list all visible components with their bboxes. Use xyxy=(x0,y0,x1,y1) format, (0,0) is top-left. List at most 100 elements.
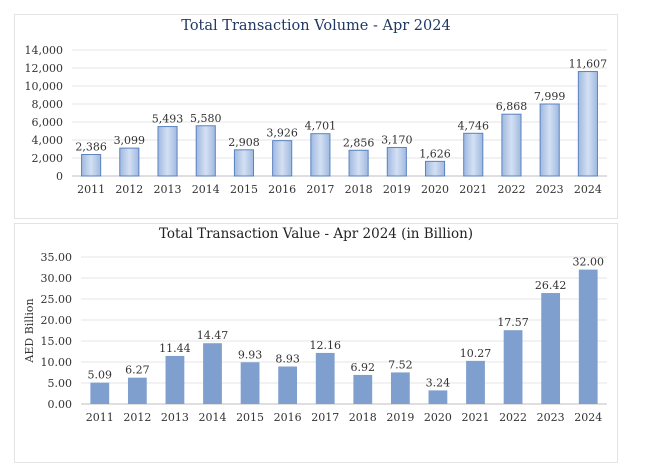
x-tick-label: 2013 xyxy=(161,411,189,424)
x-tick-label: 2014 xyxy=(192,183,220,196)
x-tick-label: 2023 xyxy=(537,411,565,424)
bar xyxy=(127,377,147,404)
data-label: 5.09 xyxy=(88,369,113,382)
x-tick-label: 2015 xyxy=(236,411,264,424)
transaction-volume-chart: Total Transaction Volume - Apr 2024 0 2,0… xyxy=(14,14,618,219)
y-tick-label: 6,000 xyxy=(32,116,64,129)
data-label: 4,746 xyxy=(458,119,490,132)
y-tick-label: 5.00 xyxy=(48,377,73,390)
bar xyxy=(203,343,222,404)
bar xyxy=(428,390,448,404)
data-label: 6.27 xyxy=(125,364,150,377)
data-label: 7,999 xyxy=(534,90,566,103)
x-tick-label: 2014 xyxy=(199,411,227,424)
data-label: 3,170 xyxy=(381,133,413,146)
data-label: 2,386 xyxy=(75,141,107,154)
data-label: 3,926 xyxy=(266,127,298,140)
y-tick-label: 2,000 xyxy=(32,152,64,165)
bar xyxy=(348,149,369,177)
y-axis-label: AED Billion xyxy=(23,298,36,363)
data-label: 5,493 xyxy=(152,113,184,126)
y-tick-label: 14,000 xyxy=(25,44,64,57)
bar xyxy=(577,71,598,177)
bar xyxy=(165,355,185,404)
transaction-value-chart: Total Transaction Value - Apr 2024 (in B… xyxy=(14,223,618,463)
bar xyxy=(463,132,484,177)
bar xyxy=(310,133,331,177)
x-tick-label: 2019 xyxy=(386,411,414,424)
data-label: 7.52 xyxy=(388,358,413,371)
bar xyxy=(539,103,560,177)
bar xyxy=(315,352,335,404)
bar xyxy=(157,126,178,177)
bar xyxy=(195,125,216,177)
data-label: 2,908 xyxy=(228,136,260,149)
data-label: 2,856 xyxy=(343,136,375,149)
y-tick-label: 4,000 xyxy=(32,134,64,147)
data-label: 6,868 xyxy=(496,100,528,113)
x-tick-label: 2023 xyxy=(536,183,564,196)
data-label: 3,099 xyxy=(114,134,146,147)
data-label: 12.16 xyxy=(309,339,341,352)
chart-title: Total Transaction Value - Apr 2024 (in B… xyxy=(158,226,474,242)
x-tick-label: 2017 xyxy=(306,183,334,196)
bar xyxy=(240,362,260,404)
y-tick-label: 12,000 xyxy=(25,62,64,75)
data-label: 11.44 xyxy=(159,342,191,355)
y-tick-label: 20.00 xyxy=(41,314,73,327)
bar xyxy=(390,372,410,404)
x-tick-label: 2016 xyxy=(274,411,302,424)
x-tick-label: 2016 xyxy=(268,183,296,196)
x-tick-label: 2019 xyxy=(383,183,411,196)
x-tick-label: 2024 xyxy=(574,411,602,424)
bar xyxy=(278,366,298,404)
x-tick-label: 2017 xyxy=(311,411,339,424)
bar xyxy=(353,374,373,404)
bar xyxy=(386,146,407,177)
data-label: 32.00 xyxy=(572,256,604,269)
y-tick-label: 0.00 xyxy=(48,398,73,411)
x-tick-label: 2012 xyxy=(115,183,143,196)
data-label: 6.92 xyxy=(351,361,376,374)
x-tick-label: 2012 xyxy=(123,411,151,424)
volume-chart-plot: 0 2,000 4,000 6,000 8,000 10,000 12,000 14,000 2… xyxy=(25,44,608,196)
y-tick-label: 30.00 xyxy=(41,272,73,285)
x-tick-label: 2018 xyxy=(345,183,373,196)
bar xyxy=(233,149,255,177)
bar xyxy=(503,330,523,404)
data-label: 14.47 xyxy=(197,329,229,342)
bar xyxy=(541,293,561,404)
x-tick-label: 2011 xyxy=(86,411,114,424)
y-tick-label: 15.00 xyxy=(41,335,73,348)
data-label: 26.42 xyxy=(535,279,567,292)
x-tick-label: 2015 xyxy=(230,183,258,196)
y-tick-label: 10.00 xyxy=(41,356,73,369)
bar xyxy=(272,140,293,177)
y-tick-label: 10,000 xyxy=(25,80,64,93)
x-tick-label: 2021 xyxy=(462,411,490,424)
data-label: 11,607 xyxy=(569,58,608,71)
x-tick-label: 2020 xyxy=(424,411,452,424)
data-label: 3.24 xyxy=(426,376,451,389)
data-label: 10.27 xyxy=(460,347,492,360)
data-label: 5,580 xyxy=(190,112,222,125)
x-tick-label: 2024 xyxy=(574,183,602,196)
bar xyxy=(81,154,102,177)
y-tick-label: 8,000 xyxy=(32,98,64,111)
bar xyxy=(424,160,446,177)
bar xyxy=(578,269,598,404)
x-tick-label: 2021 xyxy=(459,183,487,196)
bar xyxy=(90,382,110,404)
data-label: 1,626 xyxy=(419,147,451,160)
value-chart-plot: 0.00 5.00 10.00 15.00 20.00 25.00 30.00 35.00 5.… xyxy=(23,251,607,424)
y-tick-label: 25.00 xyxy=(41,293,73,306)
x-tick-label: 2020 xyxy=(421,183,449,196)
x-tick-label: 2022 xyxy=(499,411,527,424)
data-label: 9.93 xyxy=(238,348,263,361)
x-tick-label: 2013 xyxy=(154,183,182,196)
data-label: 17.57 xyxy=(497,316,529,329)
chart-title: Total Transaction Volume - Apr 2024 xyxy=(181,18,451,34)
y-tick-label: 35.00 xyxy=(41,251,73,264)
y-tick-label: 0 xyxy=(56,170,63,183)
bar xyxy=(501,113,522,177)
